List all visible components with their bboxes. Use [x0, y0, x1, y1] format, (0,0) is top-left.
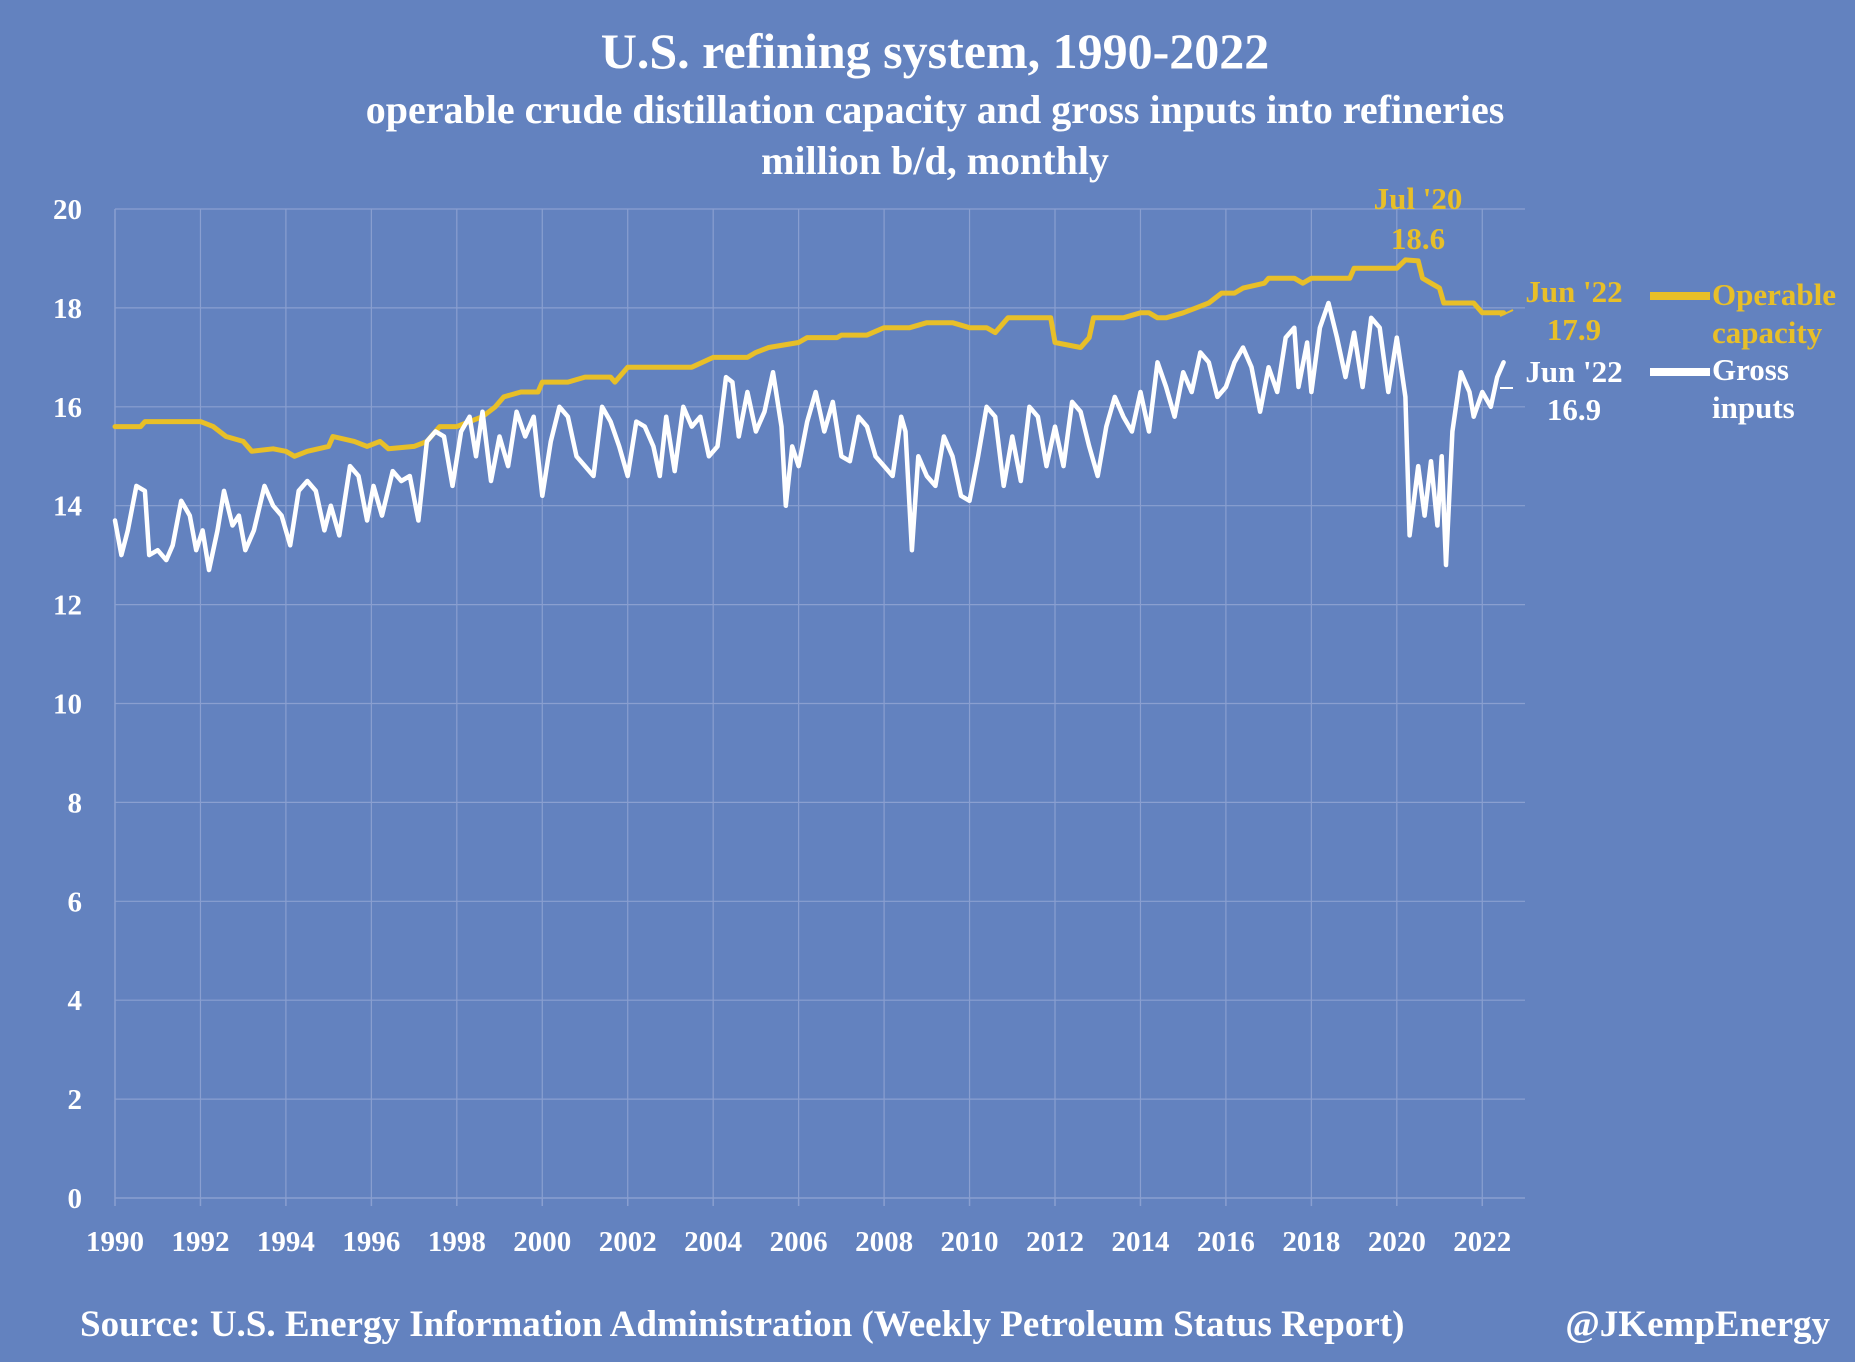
- annotation-capacity-value: 17.9: [1547, 312, 1601, 347]
- y-tick-label-20: 20: [53, 194, 82, 226]
- x-tick-label-2008: 2008: [855, 1226, 913, 1258]
- x-tick-label-1996: 1996: [342, 1226, 400, 1258]
- annotation-capacity-date: Jun '22: [1525, 274, 1622, 309]
- legend-inputs-label-2: inputs: [1712, 390, 1795, 425]
- legend-capacity-label-1: Operable: [1712, 277, 1836, 312]
- x-tick-label-2022: 2022: [1453, 1226, 1511, 1258]
- x-tick-label-1990: 1990: [86, 1226, 144, 1258]
- annotation-capacity-leader: [1499, 309, 1514, 317]
- gridlines: [115, 208, 1525, 1198]
- annotation-peak-date: Jul '20: [1374, 181, 1463, 216]
- x-tick-label-2020: 2020: [1368, 1226, 1426, 1258]
- x-tick-label-2006: 2006: [770, 1226, 828, 1258]
- x-tick-label-2014: 2014: [1111, 1226, 1169, 1258]
- tick-labels: 0 2 4 6 8 10 12 14 16 18 20 1990 1992 1994 1996 1998 200…: [53, 194, 1511, 1258]
- x-tick-label-2012: 2012: [1026, 1226, 1084, 1258]
- y-tick-label-12: 12: [53, 590, 82, 622]
- x-tick-label-1998: 1998: [428, 1226, 486, 1258]
- legend-capacity-label-2: capacity: [1712, 315, 1823, 350]
- x-tick-label-2004: 2004: [684, 1226, 742, 1258]
- y-tick-label-18: 18: [53, 293, 82, 325]
- x-tick-label-2018: 2018: [1282, 1226, 1340, 1258]
- series-line-gross-inputs: [112, 300, 1506, 573]
- chart-title: U.S. refining system, 1990-2022: [601, 23, 1270, 79]
- y-tick-label-14: 14: [53, 491, 82, 523]
- x-tick-label-1994: 1994: [257, 1226, 315, 1258]
- y-tick-label-16: 16: [53, 392, 82, 424]
- y-tick-label-8: 8: [68, 787, 83, 819]
- y-tick-label-2: 2: [68, 1084, 83, 1116]
- annotation-inputs-date: Jun '22: [1525, 354, 1622, 389]
- y-tick-label-4: 4: [68, 985, 83, 1017]
- x-tick-label-2010: 2010: [941, 1226, 999, 1258]
- annotation-peak-value: 18.6: [1391, 221, 1445, 256]
- series-line-operable-capacity: [112, 257, 1507, 459]
- y-tick-label-6: 6: [68, 886, 83, 918]
- y-tick-label-10: 10: [53, 689, 82, 721]
- credit-handle: @JKempEnergy: [1565, 1304, 1830, 1345]
- axes: [114, 209, 1525, 1206]
- chart-units: million b/d, monthly: [761, 138, 1109, 183]
- x-tick-label-1992: 1992: [171, 1226, 229, 1258]
- source-note: Source: U.S. Energy Information Administ…: [80, 1304, 1404, 1345]
- y-tick-label-0: 0: [68, 1183, 83, 1215]
- x-tick-label-2002: 2002: [599, 1226, 657, 1258]
- annotation-inputs-value: 16.9: [1547, 392, 1601, 427]
- x-tick-label-2016: 2016: [1197, 1226, 1255, 1258]
- chart-subtitle: operable crude distillation capacity and…: [366, 87, 1505, 132]
- legend-inputs-label-1: Gross: [1712, 352, 1789, 387]
- series-lines: [112, 257, 1507, 573]
- x-tick-label-2000: 2000: [513, 1226, 571, 1258]
